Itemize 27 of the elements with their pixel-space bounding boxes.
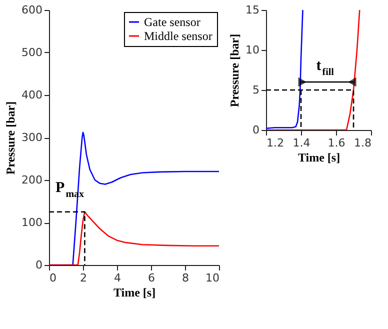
y-axis-title: Pressure [bar]: [4, 101, 18, 175]
x-tick-label: 1.4: [292, 136, 310, 150]
legend-label: Middle sensor: [144, 29, 212, 43]
y-tick-label: 15: [246, 4, 260, 16]
y-axis-title: Pressure [bar]: [228, 34, 242, 108]
y-tick-label: 0: [36, 258, 42, 272]
x-tick-label: 10: [206, 272, 220, 284]
y-tick-label: 300: [22, 131, 42, 144]
y-tick-label: 500: [22, 46, 42, 59]
x-tick-label: 4: [114, 272, 121, 284]
legend-label: Gate sensor: [144, 15, 200, 29]
y-tick-label: 10: [246, 44, 260, 56]
y-tick-label: 200: [22, 174, 42, 186]
y-tick-label: 0: [252, 124, 260, 136]
y-tick-label: 600: [22, 4, 42, 16]
x-tick-label: 1.2: [266, 136, 284, 150]
y-tick-label: 100: [22, 216, 42, 229]
x-tick-label: 2: [80, 272, 87, 284]
x-tick-label: 6: [148, 272, 155, 284]
x-axis-title: Time [s]: [113, 286, 156, 300]
y-tick-label: 400: [22, 88, 42, 102]
y-tick-label: 5: [252, 84, 260, 96]
x-tick-label: 1.8: [354, 136, 372, 150]
x-axis-title: Time [s]: [298, 150, 340, 164]
x-tick-label: 8: [182, 272, 189, 284]
x-tick-label: 0: [50, 272, 56, 284]
x-tick-label: 1.6: [328, 136, 346, 150]
